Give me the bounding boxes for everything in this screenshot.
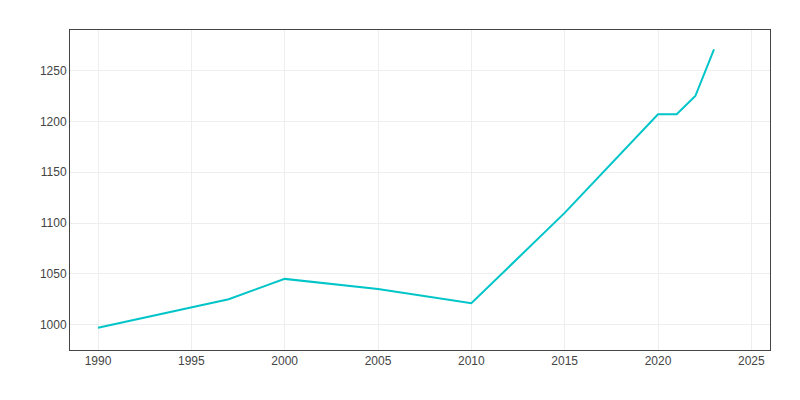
svg-text:2015: 2015	[551, 354, 578, 368]
svg-text:2005: 2005	[365, 354, 392, 368]
svg-text:1050: 1050	[40, 267, 67, 281]
svg-text:1200: 1200	[40, 115, 67, 129]
svg-text:1995: 1995	[178, 354, 205, 368]
svg-text:2025: 2025	[738, 354, 765, 368]
svg-text:1150: 1150	[41, 165, 67, 179]
svg-text:2020: 2020	[645, 354, 672, 368]
svg-text:1000: 1000	[40, 318, 67, 332]
svg-text:1250: 1250	[40, 64, 67, 78]
svg-text:2000: 2000	[271, 354, 298, 368]
svg-text:1100: 1100	[41, 216, 67, 230]
svg-text:2010: 2010	[458, 354, 485, 368]
svg-text:1990: 1990	[85, 354, 112, 368]
